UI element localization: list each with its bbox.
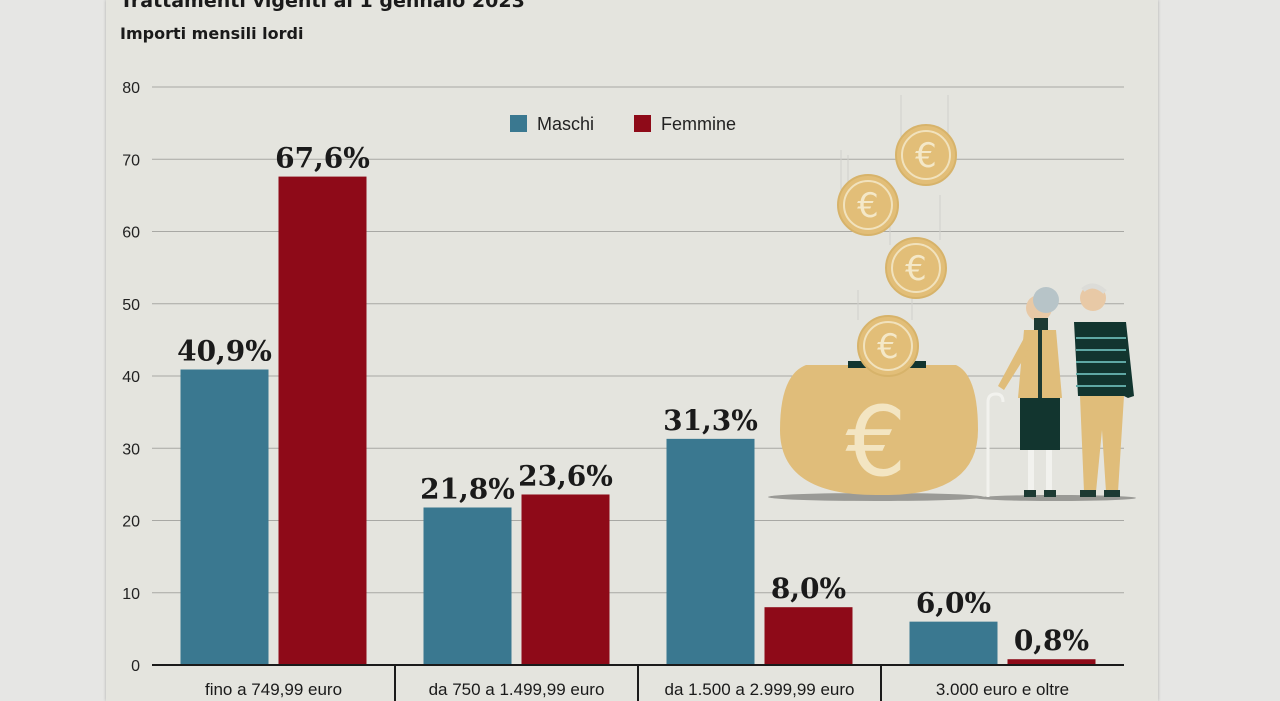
bar-maschi	[423, 507, 512, 665]
y-tick-label: 70	[122, 152, 140, 169]
illustration: € € € € €	[768, 95, 1136, 501]
svg-text:€: €	[845, 386, 906, 498]
data-label: 67,6%	[275, 142, 370, 175]
legend-label-femmine: Femmine	[661, 114, 736, 134]
y-tick-label: 80	[122, 80, 140, 97]
x-tick-label: da 1.500 a 2.999,99 euro	[665, 680, 855, 699]
data-label: 8,0%	[771, 572, 846, 605]
bar-maschi	[180, 369, 269, 665]
legend-label-maschi: Maschi	[537, 114, 594, 134]
x-tick-label: da 750 a 1.499,99 euro	[429, 680, 605, 699]
y-tick-label: 40	[122, 369, 140, 386]
bar-maschi	[909, 621, 998, 665]
svg-text:€: €	[905, 249, 927, 289]
svg-text:€: €	[877, 327, 899, 367]
data-label: 0,8%	[1014, 624, 1089, 657]
x-axis: fino a 749,99 euro da 750 a 1.499,99 euro…	[152, 664, 1124, 701]
y-tick-label: 50	[122, 297, 140, 314]
data-label: 40,9%	[177, 334, 272, 367]
x-tick-label: fino a 749,99 euro	[205, 680, 342, 699]
y-tick-label: 60	[122, 225, 140, 242]
bar-femmine	[764, 607, 853, 665]
data-label: 21,8%	[420, 472, 515, 505]
euro-coin-icon: €	[837, 174, 899, 236]
legend-swatch-femmine	[634, 115, 651, 132]
legend-swatch-maschi	[510, 115, 527, 132]
chart-title: Trattamenti vigenti al 1 gennaio 2023	[120, 0, 525, 12]
legend: Maschi Femmine	[510, 114, 736, 134]
bar-chart: 0 10 20 30 40 50 60 70 80 € €	[122, 80, 1136, 701]
x-tick-label: 3.000 euro e oltre	[936, 680, 1069, 699]
piggy-bank-icon: €	[768, 361, 984, 501]
elderly-couple-icon	[976, 283, 1136, 501]
euro-coin-icon: €	[885, 237, 947, 299]
bar-maschi	[666, 438, 755, 665]
svg-text:€: €	[857, 186, 879, 226]
chart-panel: Trattamenti vigenti al 1 gennaio 2023 Im…	[106, 0, 1158, 701]
chart-subtitle: Importi mensili lordi	[120, 24, 304, 43]
y-tick-label: 0	[131, 658, 140, 675]
bar-femmine	[521, 494, 610, 665]
data-label: 31,3%	[663, 404, 758, 437]
y-tick-label: 10	[122, 586, 140, 603]
data-label: 6,0%	[916, 587, 991, 620]
bars: 40,9% 67,6% 21,8% 23,6% 31,3% 8,0% 6,0% 0,8%	[177, 142, 1096, 665]
euro-coin-icon: €	[857, 315, 919, 377]
bar-femmine	[278, 176, 367, 665]
svg-text:€: €	[915, 136, 937, 176]
data-label: 23,6%	[518, 459, 613, 492]
y-tick-label: 30	[122, 441, 140, 458]
euro-coin-icon: €	[895, 124, 957, 186]
bar-femmine	[1007, 659, 1096, 665]
y-tick-label: 20	[122, 514, 140, 531]
